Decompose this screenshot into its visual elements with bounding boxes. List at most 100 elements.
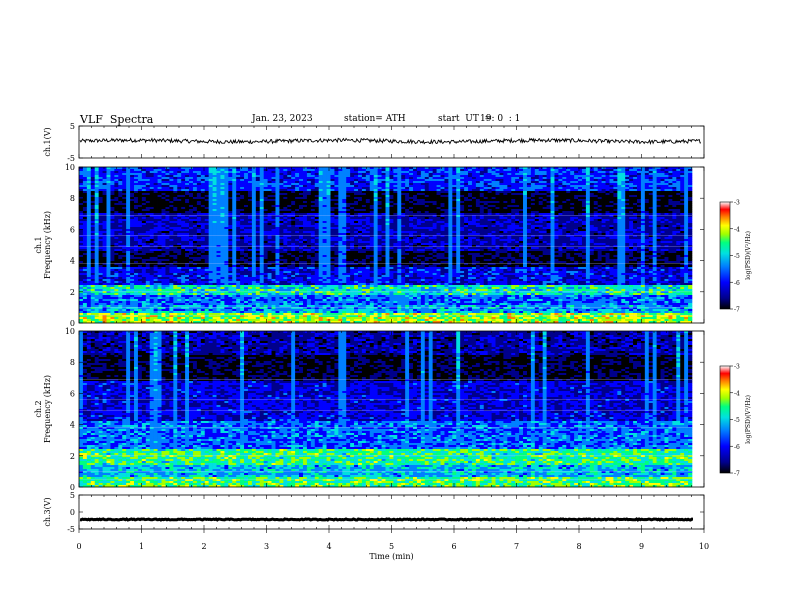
spectrogram-cell: [126, 173, 130, 175]
spectrogram-cell: [617, 179, 621, 181]
spectrogram-cell: [158, 203, 162, 205]
spectrogram-cell: [142, 225, 146, 227]
spectrogram-cell: [539, 169, 543, 171]
spectrogram-cell: [95, 213, 99, 215]
spectrogram-cell: [539, 223, 543, 225]
spectrogram-cell: [193, 205, 197, 207]
spectrogram-cell: [228, 177, 232, 179]
spectrogram-cell: [378, 173, 382, 175]
spectrogram-cell: [594, 225, 598, 227]
spectrogram-cell: [150, 201, 154, 203]
spectrogram-cell: [637, 193, 641, 195]
spectrogram-cell: [511, 193, 515, 195]
spectrogram-cell: [150, 217, 154, 219]
spectrogram-cell: [657, 191, 661, 193]
spectrogram-cell: [224, 177, 228, 179]
spectrogram-cell: [197, 209, 201, 211]
spectrogram-cell: [189, 199, 193, 201]
spectrogram-cell: [637, 189, 641, 191]
spectrogram-cell: [220, 197, 224, 199]
spectrogram-cell: [107, 227, 111, 229]
spectrogram-cell: [444, 175, 448, 177]
spectrogram-cell: [602, 171, 606, 173]
spectrogram-cell: [480, 181, 484, 183]
spectrogram-cell: [118, 199, 122, 201]
spectrogram-cell: [539, 193, 543, 195]
spectrogram-cell: [554, 225, 558, 227]
spectrogram-cell: [653, 185, 657, 187]
spectrogram-cell: [252, 209, 256, 211]
spectrogram-cell: [433, 201, 437, 203]
spectrogram-cell: [307, 181, 311, 183]
spectrogram-cell: [613, 201, 617, 203]
spectrogram-cell: [386, 171, 390, 173]
spectrogram-cell: [566, 227, 570, 229]
spectrogram-cell: [566, 181, 570, 183]
spectrogram-cell: [543, 223, 547, 225]
spectrogram-cell: [578, 179, 582, 181]
spectrogram-cell: [291, 199, 295, 201]
spectrogram-cell: [472, 169, 476, 171]
spectrogram-cell: [641, 175, 645, 177]
spectrogram-cell: [409, 189, 413, 191]
spectrogram-cell: [185, 213, 189, 215]
spectrogram-cell: [272, 197, 276, 199]
spectrogram-cell: [582, 219, 586, 221]
spectrogram-cell: [307, 199, 311, 201]
spectrogram-cell: [224, 183, 228, 185]
spectrogram-cell: [295, 169, 299, 171]
spectrogram-cell: [539, 201, 543, 203]
spectrogram-cell: [488, 183, 492, 185]
spectrogram-cell: [417, 201, 421, 203]
spectrogram-cell: [460, 219, 464, 221]
spectrogram-cell: [637, 227, 641, 229]
spectrogram-cell: [244, 223, 248, 225]
spectrogram-cell: [625, 209, 629, 211]
spectrogram-cell: [162, 219, 166, 221]
spectrogram-cell: [661, 195, 665, 197]
spectrogram-cell: [437, 217, 441, 219]
spectrogram-cell: [515, 213, 519, 215]
spectrogram-cell: [354, 183, 358, 185]
spectrogram-cell: [287, 193, 291, 195]
spectrogram-cell: [609, 195, 613, 197]
spectrogram-cell: [158, 195, 162, 197]
spectrogram-cell: [602, 211, 606, 213]
spectrogram-cell: [492, 213, 496, 215]
spectrogram-cell: [464, 199, 468, 201]
spectrogram-cell: [103, 169, 107, 171]
spectrogram-cell: [366, 219, 370, 221]
spectrogram-cell: [279, 205, 283, 207]
spectrogram-cell: [240, 177, 244, 179]
spectrogram-cell: [680, 219, 684, 221]
spectrogram-cell: [523, 171, 527, 173]
spectrogram-cell: [99, 197, 103, 199]
spectrogram-cell: [645, 217, 649, 219]
spectrogram-cell: [680, 191, 684, 193]
spectrogram-cell: [103, 227, 107, 229]
spectrogram-cell: [374, 187, 378, 189]
spectrogram-cell: [393, 225, 397, 227]
spectrogram-cell: [252, 199, 256, 201]
spectrogram-cell: [232, 195, 236, 197]
spectrogram-cell: [252, 181, 256, 183]
spectrogram-cell: [464, 171, 468, 173]
spectrogram-cell: [645, 187, 649, 189]
spectrogram-cell: [437, 181, 441, 183]
spectrogram-cell: [499, 183, 503, 185]
spectrogram-cell: [217, 225, 221, 227]
spectrogram-cell: [389, 201, 393, 203]
spectrogram-cell: [456, 205, 460, 207]
spectrogram-cell: [590, 205, 594, 207]
spectrogram-cell: [429, 217, 433, 219]
spectrogram-cell: [295, 221, 299, 223]
spectrogram-cell: [499, 199, 503, 201]
spectrogram-cell: [197, 219, 201, 221]
spectrogram-cell: [649, 195, 653, 197]
spectrogram-cell: [409, 199, 413, 201]
spectrogram-cell: [621, 173, 625, 175]
spectrogram-cell: [507, 181, 511, 183]
spectrogram-cell: [103, 217, 107, 219]
spectrogram-cell: [444, 187, 448, 189]
spectrogram-cell: [181, 195, 185, 197]
